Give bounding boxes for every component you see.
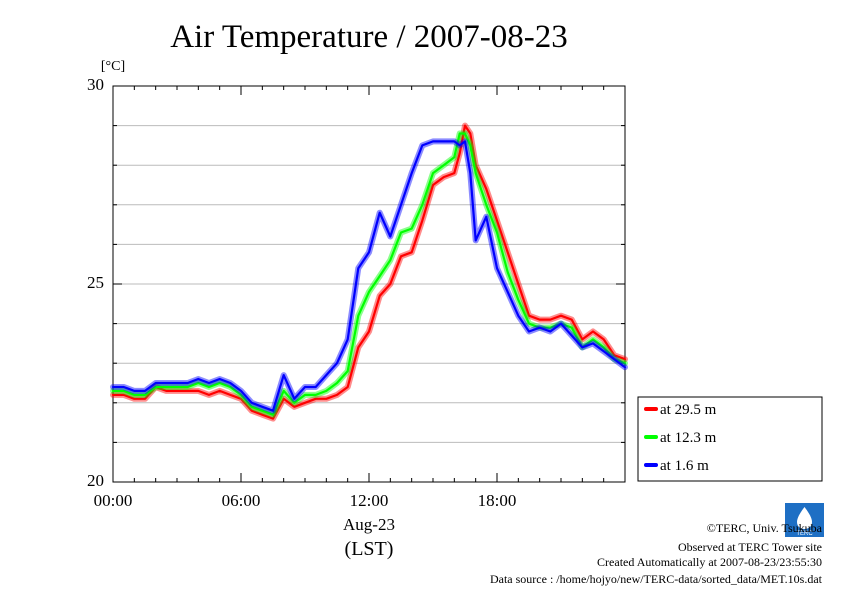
observed-site-text: Observed at TERC Tower site [678,540,822,554]
x-tick-label-0000: 00:00 [94,491,133,510]
x-tick-label-1800: 18:00 [478,491,517,510]
axis-ticks [112,85,626,483]
series-line-1 [111,132,627,416]
x-tick-label-0600: 06:00 [222,491,261,510]
series-line-0 [111,124,627,420]
water-drop-icon [797,507,812,529]
copyright-text: ©TERC, Univ. Tsukuba [707,521,823,535]
chart-title: Air Temperature / 2007-08-23 [170,19,568,55]
data-source-text: Data source : /home/hojyo/new/TERC-data/… [490,572,823,586]
terc-logo: TERC [785,503,824,537]
grid-lines [113,125,625,443]
series-glow-2 [110,138,628,414]
x-axis-unit-label: (LST) [345,538,394,560]
legend-label-0: at 29.5 m [660,402,717,418]
terc-logo-text: TERC [796,531,813,537]
legend-label-2: at 1.6 m [660,458,709,474]
legend: at 29.5 m at 12.3 m at 1.6 m [637,396,823,482]
created-timestamp-text: Created Automatically at 2007-08-23/23:5… [597,555,822,569]
y-tick-label-30: 30 [87,75,104,94]
x-axis-date-label: Aug-23 [343,515,395,534]
y-axis-unit-label: [°C] [101,59,125,74]
x-tick-label-1200: 12:00 [350,491,389,510]
y-tick-label-20: 20 [87,471,104,490]
legend-label-1: at 12.3 m [660,430,717,446]
series-glow-0 [110,122,628,422]
series-line-2 [111,140,627,412]
series-layer [110,122,628,422]
y-tick-label-25: 25 [87,273,104,292]
series-glow-1 [110,130,628,418]
legend-box [637,396,823,482]
